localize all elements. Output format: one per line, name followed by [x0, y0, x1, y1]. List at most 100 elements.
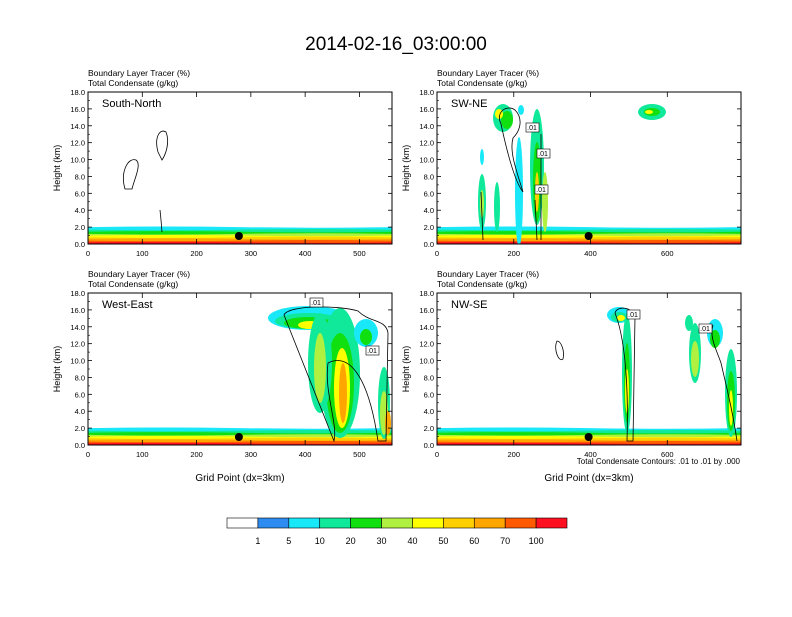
y-tick-label: 10.0	[70, 156, 85, 165]
x-tick-label: 0	[86, 450, 90, 459]
condensate-region	[339, 363, 347, 423]
y-tick-label: 14.0	[419, 323, 434, 332]
panel-label: South-North	[102, 98, 161, 110]
x-tick-label: 500	[353, 450, 366, 459]
x-tick-label: 200	[190, 249, 203, 258]
y-tick-label: 4.0	[424, 407, 434, 416]
colorbar-swatch	[473, 517, 506, 529]
colorbar-swatch	[412, 517, 444, 529]
condensate-contour	[123, 159, 139, 190]
panel-south-north: Boundary Layer Tracer (%)Total Condensat…	[52, 68, 393, 258]
location-marker	[234, 232, 243, 240]
plot-area: .01 .01	[88, 293, 392, 445]
x-tick-label: 300	[245, 450, 258, 459]
condensate-region	[494, 182, 500, 232]
condensate-region	[314, 333, 326, 403]
plot-background	[88, 92, 392, 244]
y-tick-label: 12.0	[70, 139, 85, 148]
y-tick-label: 18.0	[70, 88, 85, 97]
x-tick-label: 200	[508, 249, 521, 258]
y-tick-label: 8.0	[75, 172, 85, 181]
panel-title-line: Total Condensate (g/kg)	[88, 78, 178, 88]
contour-label-box	[536, 148, 551, 159]
x-tick-label: 400	[299, 249, 312, 258]
panel-title-line: Total Condensate (g/kg)	[437, 279, 527, 289]
y-tick-label: 8.0	[424, 373, 434, 382]
y-tick-label: 16.0	[70, 306, 85, 315]
contour-label-box	[626, 309, 641, 320]
colorbar-label: 5	[286, 536, 291, 546]
condensate-region	[542, 172, 548, 232]
condensate-region	[685, 315, 693, 331]
contour-label: .01	[527, 125, 537, 132]
colorbar-label: 50	[438, 536, 448, 546]
y-tick-label: 16.0	[70, 105, 85, 114]
y-tick-label: 0.0	[75, 240, 85, 249]
panel-title-line: Total Condensate (g/kg)	[437, 78, 527, 88]
y-tick-label: 4.0	[75, 407, 85, 416]
contour-label: .01	[311, 300, 321, 307]
condensate-contour	[159, 209, 163, 233]
plot-background	[437, 92, 741, 244]
condensate-region	[518, 105, 524, 115]
y-axis-label: Height (km)	[401, 346, 411, 393]
panel-label: West-East	[102, 299, 153, 311]
colorbar-label: 40	[407, 536, 417, 546]
plot-area	[88, 92, 392, 244]
colorbar-swatch	[288, 517, 321, 529]
condensate-contour	[156, 130, 169, 161]
x-tick-label: 0	[86, 249, 90, 258]
y-tick-label: 8.0	[75, 373, 85, 382]
panel-label: NW-SE	[451, 299, 487, 311]
colorbar-swatch	[504, 517, 537, 529]
y-tick-label: 2.0	[75, 223, 85, 232]
x-tick-label: 600	[661, 249, 674, 258]
colorbar-swatch	[381, 517, 413, 529]
y-tick-label: 0.0	[75, 441, 85, 450]
y-tick-label: 14.0	[70, 122, 85, 131]
condensate-contour	[614, 307, 636, 442]
y-tick-label: 18.0	[419, 88, 434, 97]
figure-title: 2014-02-16_03:00:00	[305, 34, 487, 55]
contour-label-box	[534, 184, 549, 195]
contour-label: .01	[367, 348, 377, 355]
x-tick-label: 100	[136, 249, 149, 258]
contour-label-box	[525, 122, 540, 133]
boundary-layer-band	[88, 241, 392, 244]
panel-title-line: Total Condensate (g/kg)	[88, 279, 178, 289]
panel-west-east: Boundary Layer Tracer (%)Total Condensat…	[52, 269, 393, 484]
condensate-contour	[480, 191, 484, 241]
condensate-contour	[711, 324, 738, 442]
colorbar-swatch	[350, 517, 382, 529]
y-tick-label: 0.0	[424, 441, 434, 450]
location-marker	[234, 433, 243, 441]
condensate-contour	[499, 107, 524, 193]
condensate-region	[710, 330, 720, 348]
y-tick-label: 12.0	[419, 340, 434, 349]
y-tick-label: 2.0	[424, 223, 434, 232]
y-tick-label: 14.0	[70, 323, 85, 332]
colorbar: 1 5 10 20 30 40 50 60 70 100	[226, 517, 568, 546]
panel-title-line: Boundary Layer Tracer (%)	[437, 68, 539, 78]
x-tick-label: 0	[435, 249, 439, 258]
colorbar-swatch	[257, 517, 290, 529]
x-tick-label: 200	[508, 450, 521, 459]
y-tick-label: 2.0	[75, 424, 85, 433]
y-tick-label: 18.0	[70, 289, 85, 298]
contour-label: .01	[536, 187, 546, 194]
condensate-contour	[534, 199, 538, 241]
colorbar-label: 30	[377, 536, 387, 546]
y-tick-label: 10.0	[419, 357, 434, 366]
panel-title-line: Boundary Layer Tracer (%)	[88, 68, 190, 78]
panel-title-line: Boundary Layer Tracer (%)	[437, 269, 539, 279]
x-tick-label: 600	[661, 450, 674, 459]
y-tick-label: 2.0	[424, 424, 434, 433]
y-tick-label: 10.0	[70, 357, 85, 366]
x-axis-label: Grid Point (dx=3km)	[544, 473, 633, 484]
y-tick-label: 14.0	[419, 122, 434, 131]
boundary-layer-band	[437, 241, 741, 244]
colorbar-label: 60	[469, 536, 479, 546]
y-tick-label: 4.0	[424, 206, 434, 215]
x-tick-label: 400	[584, 249, 597, 258]
